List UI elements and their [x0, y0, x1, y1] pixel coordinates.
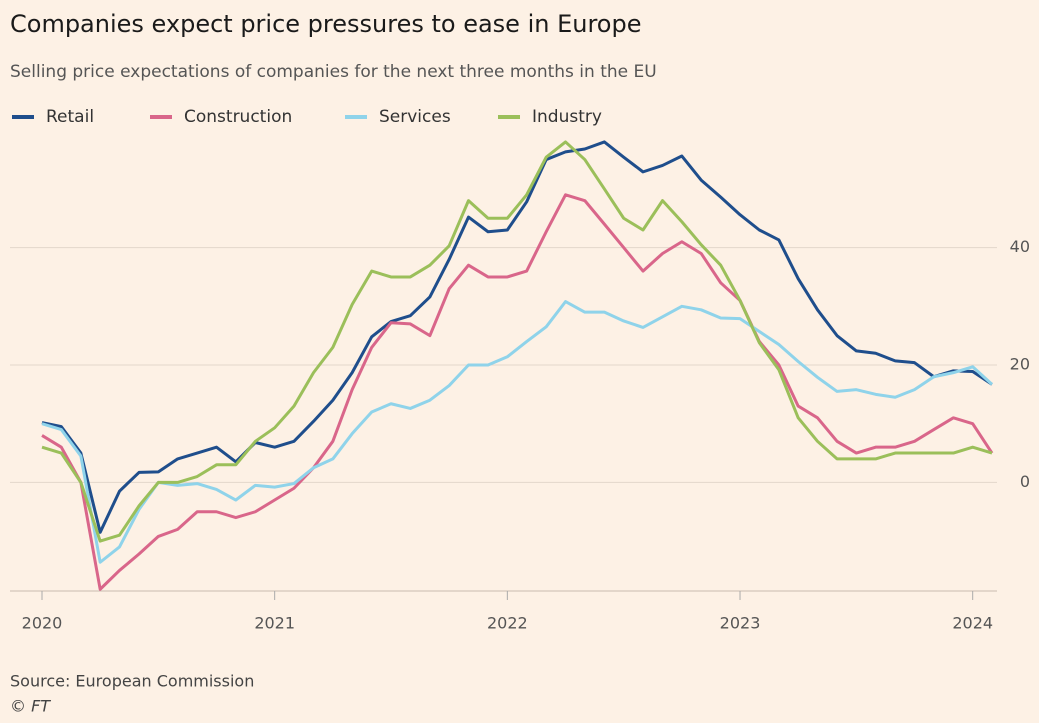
x-tick-label: 2021 — [254, 614, 295, 633]
y-tick-label: 20 — [1010, 355, 1030, 374]
series-line — [41, 193, 994, 591]
legend-label: Construction — [184, 107, 292, 127]
legend-label: Services — [379, 107, 451, 127]
series-line — [41, 140, 993, 534]
y-tick-label: 0 — [1020, 472, 1030, 491]
series-line — [41, 140, 993, 543]
legend-label: Retail — [46, 107, 94, 127]
y-tick-label: 40 — [1010, 237, 1030, 256]
source: Source: European Commission — [10, 672, 254, 691]
chart-title: Companies expect price pressures to ease… — [10, 10, 641, 38]
series-line — [41, 300, 994, 564]
credit: © FT — [10, 697, 51, 716]
chart-subtitle: Selling price expectations of companies … — [10, 62, 657, 82]
x-tick-label: 2020 — [22, 614, 63, 633]
x-tick-label: 2024 — [952, 614, 993, 633]
x-tick-label: 2023 — [720, 614, 761, 633]
legend-label: Industry — [532, 107, 602, 127]
x-tick-label: 2022 — [487, 614, 528, 633]
